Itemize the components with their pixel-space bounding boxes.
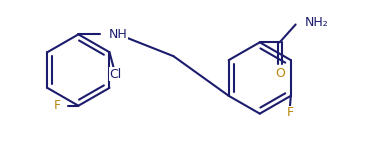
Text: F: F — [53, 99, 60, 112]
Text: NH: NH — [108, 28, 127, 41]
Text: NH₂: NH₂ — [305, 16, 328, 29]
Text: O: O — [275, 66, 285, 80]
Text: F: F — [286, 106, 293, 119]
Text: Cl: Cl — [109, 68, 122, 81]
